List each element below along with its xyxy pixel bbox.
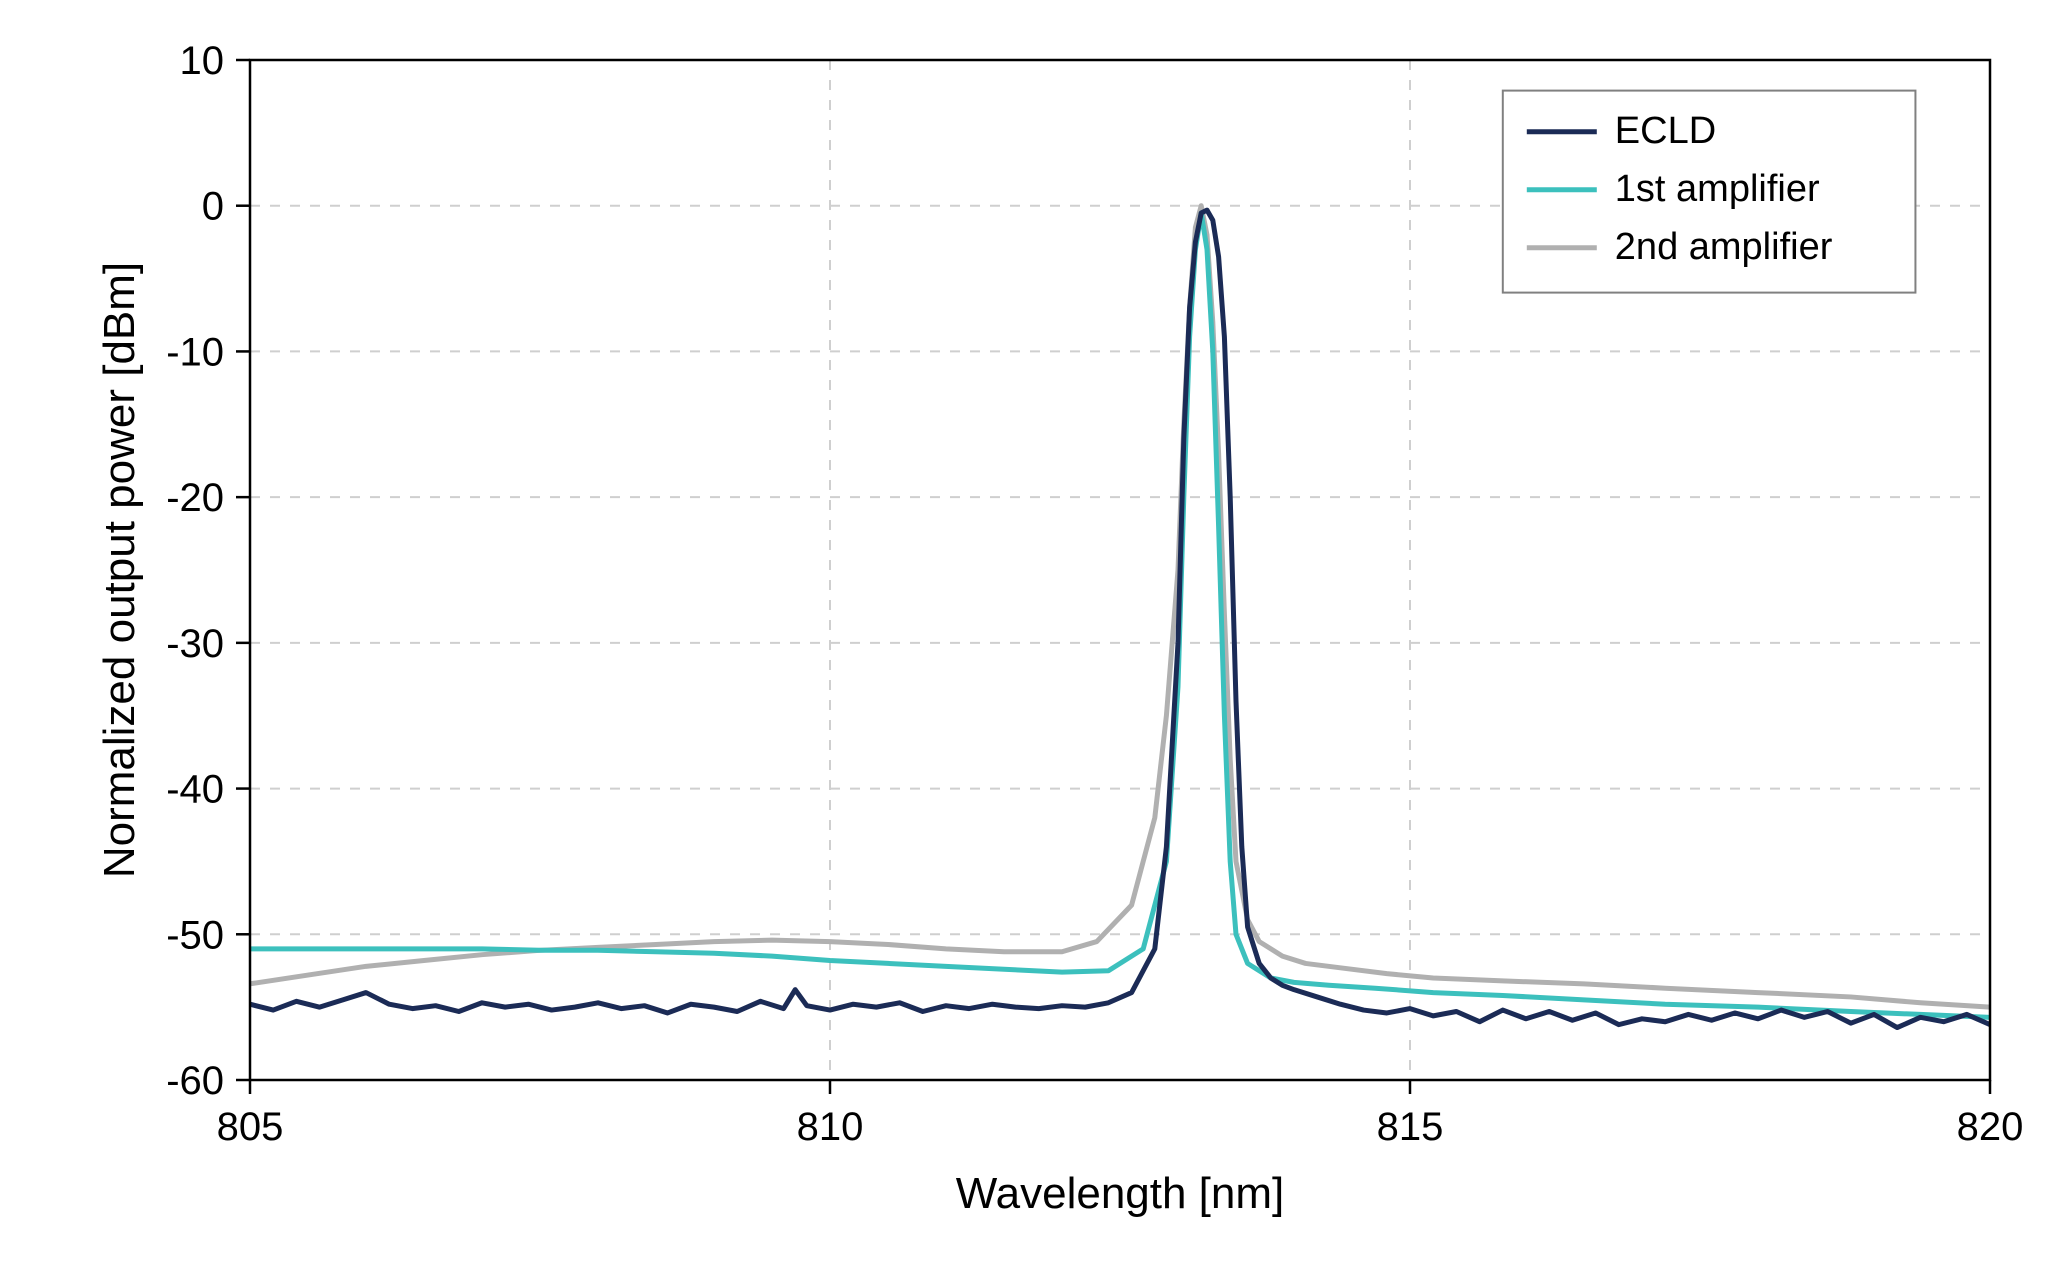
chart-svg: 805 810 815 820 -60 -50 -40 -30 -20 -10 0 10 Wavelen… [0, 0, 2052, 1279]
svg-text:-40: -40 [166, 768, 224, 812]
svg-text:0: 0 [202, 185, 224, 229]
svg-text:820: 820 [1957, 1105, 2024, 1149]
svg-text:-50: -50 [166, 913, 224, 957]
svg-text:815: 815 [1377, 1105, 1444, 1149]
y-axis-label: Normalized output power [dBm] [95, 262, 144, 878]
spectrum-chart: 805 810 815 820 -60 -50 -40 -30 -20 -10 0 10 Wavelen… [0, 0, 2052, 1279]
legend-label: ECLD [1615, 110, 1716, 152]
svg-text:-10: -10 [166, 330, 224, 374]
svg-text:-30: -30 [166, 622, 224, 666]
svg-text:805: 805 [217, 1105, 284, 1149]
legend-label: 1st amplifier [1615, 168, 1820, 210]
svg-text:10: 10 [180, 39, 225, 83]
svg-text:-60: -60 [166, 1059, 224, 1103]
svg-text:810: 810 [797, 1105, 864, 1149]
legend-label: 2nd amplifier [1615, 226, 1833, 268]
svg-text:-20: -20 [166, 476, 224, 520]
x-axis-label: Wavelength [nm] [956, 1169, 1285, 1218]
legend: ECLD 1st amplifier 2nd amplifier [1503, 91, 1916, 293]
